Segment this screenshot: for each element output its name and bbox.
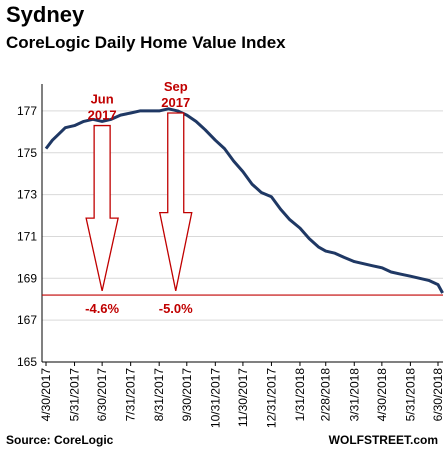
x-tick-label: 1/31/2018 xyxy=(293,368,307,422)
y-tick-label: 175 xyxy=(17,146,37,160)
x-tick-label: 7/31/2017 xyxy=(124,368,138,422)
brand-watermark: WOLFSTREET.com xyxy=(328,433,438,447)
x-tick-label: 6/30/2018 xyxy=(431,368,445,422)
drop-arrow xyxy=(85,124,119,292)
annotation-label: Jun xyxy=(91,92,114,107)
x-tick-label: 5/31/2017 xyxy=(68,368,82,422)
annotation-label: 2017 xyxy=(88,108,117,123)
x-tick-label: 12/31/2017 xyxy=(264,368,278,428)
series-line xyxy=(44,107,444,294)
drop-arrow xyxy=(158,112,193,291)
y-tick-labels: 165 167 169 171 173 175 177 xyxy=(17,104,37,369)
annotation-label: Sep xyxy=(164,79,188,94)
annotation-label: 2017 xyxy=(161,95,190,110)
y-tick-label: 169 xyxy=(17,271,37,285)
y-tick-label: 165 xyxy=(17,355,37,369)
y-tick-label: 171 xyxy=(17,229,37,243)
decline-label: -5.0% xyxy=(159,301,193,316)
y-tick-label: 167 xyxy=(17,313,37,327)
x-tick-label: 3/31/2018 xyxy=(347,368,361,422)
x-tick-label: 5/31/2018 xyxy=(403,368,417,422)
source-note: Source: CoreLogic xyxy=(6,433,114,447)
y-tick-label: 177 xyxy=(17,104,37,118)
x-tick-label: 9/30/2017 xyxy=(180,368,194,422)
x-tick-label: 4/30/2017 xyxy=(39,368,53,422)
x-tick-label: 4/30/2018 xyxy=(375,368,389,422)
x-tick-labels: 4/30/2017 5/31/2017 6/30/2017 7/31/2017 8/31… xyxy=(39,362,445,428)
chart-subtitle: CoreLogic Daily Home Value Index xyxy=(6,33,286,52)
chart-title: Sydney xyxy=(6,2,85,27)
x-tick-label: 6/30/2017 xyxy=(95,368,109,422)
x-tick-label: 11/30/2017 xyxy=(236,368,250,427)
x-tick-label: 10/31/2017 xyxy=(208,368,222,428)
y-tick-label: 173 xyxy=(17,188,37,202)
plot-area xyxy=(42,107,444,296)
x-tick-label: 8/31/2017 xyxy=(152,368,166,422)
decline-label: -4.6% xyxy=(85,301,119,316)
x-tick-label: 2/28/2018 xyxy=(319,368,333,422)
